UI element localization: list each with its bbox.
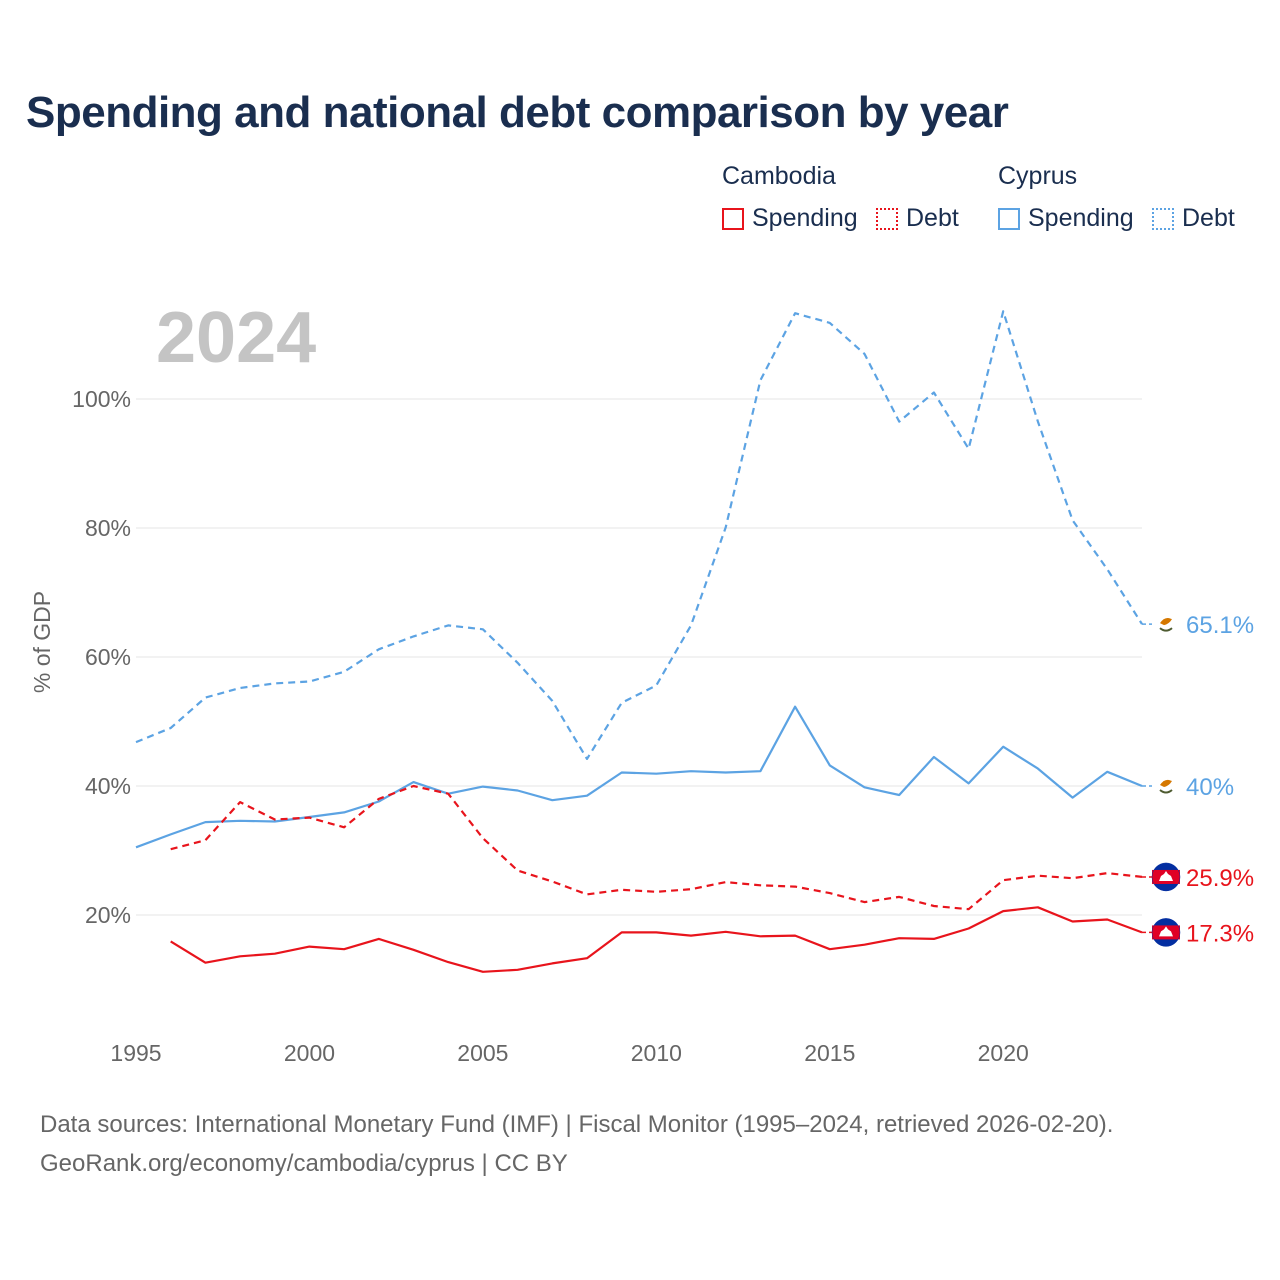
- chart-title: Spending and national debt comparison by…: [26, 88, 1009, 137]
- cambodia-flag-icon: [1151, 918, 1181, 947]
- y-tick-label: 40%: [85, 773, 131, 799]
- series-line-cyprus-spending[interactable]: [135, 705, 1143, 849]
- y-tick-label: 60%: [85, 644, 131, 670]
- legend-swatch-solid: [998, 207, 1020, 230]
- legend-label: Debt: [906, 204, 959, 232]
- series-line-cambodia-spending[interactable]: [170, 906, 1143, 973]
- legend-label: Debt: [1182, 204, 1235, 232]
- x-tick-label: 1995: [110, 1040, 161, 1066]
- cyprus-flag-icon: [1153, 773, 1179, 799]
- end-value-label: 17.3%: [1186, 920, 1254, 947]
- legend-swatch-dotted: [876, 207, 898, 230]
- legend-item-cambodia-debt[interactable]: Debt: [876, 204, 959, 233]
- legend-item-cyprus-spending[interactable]: Spending: [998, 204, 1134, 233]
- y-tick-label: 80%: [85, 515, 131, 541]
- end-value-label: 65.1%: [1186, 612, 1254, 639]
- legend-swatch-solid: [722, 207, 744, 230]
- y-tick-label: 100%: [72, 386, 131, 412]
- legend-label: Spending: [752, 204, 858, 232]
- series: [135, 310, 1143, 973]
- series-line-cyprus-debt[interactable]: [135, 310, 1143, 760]
- end-value-label: 25.9%: [1186, 865, 1254, 892]
- legend-label: Spending: [1028, 204, 1134, 232]
- source-note: Data sources: International Monetary Fun…: [40, 1105, 1113, 1183]
- x-tick-label: 2020: [978, 1040, 1029, 1066]
- end-labels: 65.1% 40% 25.9% 17.3%: [1142, 611, 1254, 947]
- legend-country-cambodia: Cambodia: [722, 162, 836, 190]
- source-line-1: Data sources: International Monetary Fun…: [40, 1111, 1114, 1138]
- y-axis-label: % of GDP: [29, 591, 55, 693]
- x-tick-label: 2000: [284, 1040, 335, 1066]
- grid: [136, 398, 1142, 916]
- source-line-2[interactable]: GeoRank.org/economy/cambodia/cyprus | CC…: [40, 1150, 568, 1177]
- x-tick-label: 2005: [457, 1040, 508, 1066]
- x-axis: 1995 2000 2005 2010 2015 2020: [110, 1040, 1028, 1066]
- end-value-label: 40%: [1186, 774, 1234, 801]
- x-tick-label: 2010: [631, 1040, 682, 1066]
- y-axis: 20% 40% 60% 80% 100%: [72, 386, 131, 928]
- chart: 2024 % of GDP 20% 40% 60% 80% 100% 1995 2000 2…: [29, 298, 1254, 1066]
- legend-country-cyprus: Cyprus: [998, 162, 1078, 190]
- cyprus-flag-icon: [1153, 611, 1179, 638]
- legend-item-cambodia-spending[interactable]: Spending: [722, 204, 858, 233]
- year-label: 2024: [156, 298, 316, 378]
- cambodia-flag-icon: [1151, 862, 1181, 892]
- x-tick-label: 2015: [804, 1040, 855, 1066]
- series-line-cambodia-debt[interactable]: [170, 784, 1143, 911]
- legend-item-cyprus-debt[interactable]: Debt: [1152, 204, 1235, 233]
- legend-swatch-dotted: [1152, 207, 1174, 230]
- y-tick-label: 20%: [85, 902, 131, 928]
